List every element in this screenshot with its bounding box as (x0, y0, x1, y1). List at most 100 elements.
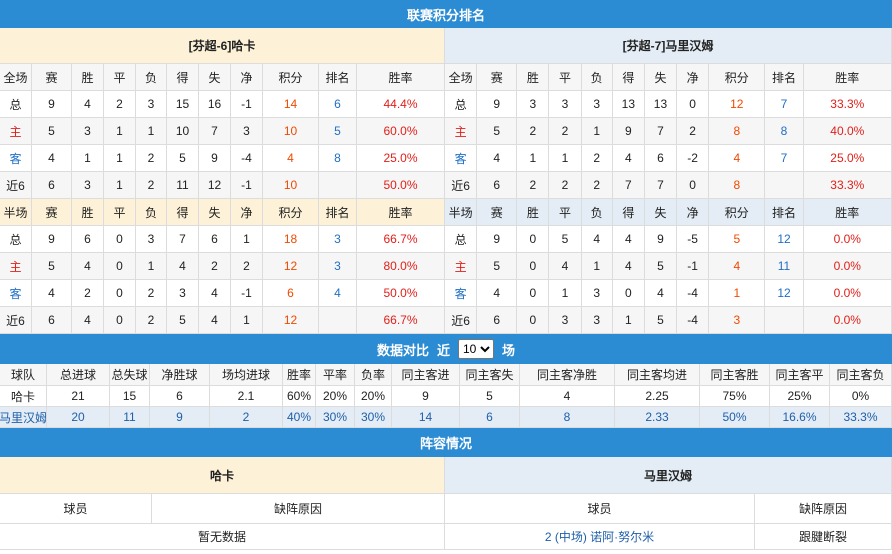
cell: 2 (549, 118, 582, 145)
row-label: 主 (445, 253, 478, 280)
cell: 75% (700, 386, 770, 407)
column-header: 得 (612, 199, 645, 226)
cell: 4 (612, 226, 645, 253)
section-title: 联赛积分排名 (0, 0, 892, 28)
cell: 7 (199, 118, 231, 145)
cell: 9 (199, 145, 231, 172)
cell: 8 (765, 118, 804, 145)
cell: 0 (104, 253, 136, 280)
cell: 4 (581, 226, 613, 253)
cell: 6 (477, 307, 518, 334)
cell: 4 (520, 386, 615, 407)
cell: 30% (316, 407, 355, 428)
cell: 3 (319, 226, 357, 253)
column-header: 失 (199, 64, 231, 91)
row-label: 近6 (445, 172, 478, 199)
cell: 33.3% (803, 91, 892, 118)
team-name: 哈卡 (0, 457, 445, 494)
cell: 12 (263, 307, 319, 334)
cell: 8 (709, 172, 766, 199)
row-label: 总 (445, 226, 478, 253)
cell: 13 (612, 91, 645, 118)
column-header: 同主客净胜 (520, 364, 615, 386)
cell (765, 307, 804, 334)
column-header: 排名 (319, 199, 357, 226)
column-header: 得 (612, 64, 645, 91)
column-header: 净 (231, 64, 263, 91)
column-header: 平率 (316, 364, 355, 386)
column-header: 缺阵原因 (152, 494, 445, 524)
cell: 9 (150, 407, 210, 428)
cell: 9 (612, 118, 645, 145)
cell: 1 (231, 307, 263, 334)
cell: 3 (517, 91, 550, 118)
cell: 1 (581, 253, 613, 280)
column-header: 胜率 (357, 199, 445, 226)
cell: 14 (392, 407, 460, 428)
cell: -4 (677, 280, 710, 307)
recent-select[interactable]: 10 (458, 339, 494, 359)
cell: 0.0% (803, 307, 892, 334)
row-label: 客 (445, 145, 478, 172)
cell: 3 (72, 172, 104, 199)
cell: 80.0% (357, 253, 445, 280)
cell: 4 (32, 145, 72, 172)
recent-suffix: 场 (502, 342, 516, 358)
cell: 11 (110, 407, 150, 428)
row-label: 近6 (445, 307, 478, 334)
column-header: 负 (581, 199, 613, 226)
cell: 12 (709, 91, 766, 118)
cell: 1 (709, 280, 766, 307)
cell: 2 (581, 172, 613, 199)
cell: 2 (136, 145, 167, 172)
cell: 66.7% (357, 226, 445, 253)
cell: 0% (830, 386, 892, 407)
cell: 8 (520, 407, 615, 428)
cell: 12 (765, 280, 804, 307)
cell: 4 (709, 145, 766, 172)
cell: 4 (32, 280, 72, 307)
column-header: 排名 (765, 199, 804, 226)
cell: 0 (677, 91, 710, 118)
cell: 40.0% (803, 118, 892, 145)
column-header: 积分 (263, 64, 319, 91)
section-title: 阵容情况 (0, 428, 892, 457)
column-header: 得 (167, 199, 199, 226)
cell: -1 (231, 280, 263, 307)
team-title: [芬超-7]马里汉姆 (445, 28, 892, 64)
cell: 1 (612, 307, 645, 334)
column-header: 全场 (445, 64, 478, 91)
cell: 6 (460, 407, 520, 428)
column-header: 半场 (0, 199, 32, 226)
cell: 3 (549, 307, 582, 334)
cell: 跟腱断裂 (755, 524, 892, 550)
column-header: 胜 (517, 64, 550, 91)
cell: 3 (136, 91, 167, 118)
cell: 50.0% (357, 280, 445, 307)
cell: 50% (700, 407, 770, 428)
cell: 5 (477, 253, 518, 280)
cell: 0 (612, 280, 645, 307)
column-header: 失 (199, 199, 231, 226)
column-header: 失 (644, 199, 678, 226)
cell: 2.1 (210, 386, 283, 407)
team-name: 哈卡 (0, 386, 47, 407)
cell: -1 (231, 91, 263, 118)
column-header: 胜率 (803, 64, 892, 91)
cell: 0 (517, 280, 550, 307)
column-header: 同主客失 (460, 364, 520, 386)
cell (319, 172, 357, 199)
cell: 9 (32, 226, 72, 253)
cell: 5 (644, 253, 678, 280)
column-header: 胜 (72, 199, 104, 226)
cell: 15 (110, 386, 150, 407)
column-header: 胜 (72, 64, 104, 91)
cell: 3 (549, 91, 582, 118)
cell: -4 (231, 145, 263, 172)
column-header: 负 (136, 64, 167, 91)
cell: 5 (644, 307, 678, 334)
row-label: 主 (0, 118, 32, 145)
cell: 33.3% (803, 172, 892, 199)
cell: 3 (581, 91, 613, 118)
cell: 7 (644, 118, 678, 145)
